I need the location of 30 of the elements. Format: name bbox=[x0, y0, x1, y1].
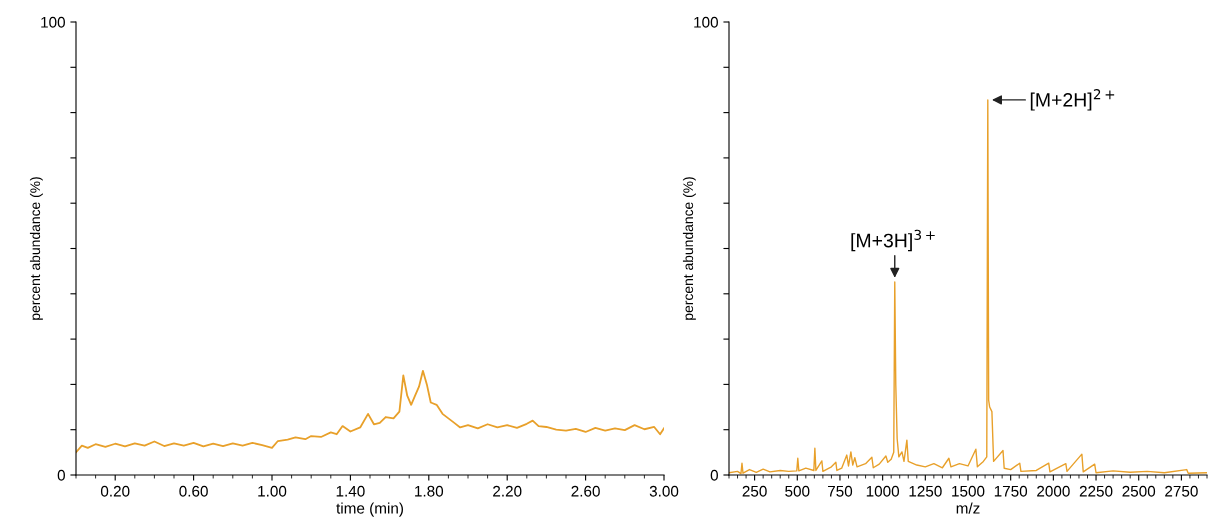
line-series bbox=[76, 369, 664, 454]
x-tick-label: 2.20 bbox=[493, 485, 522, 497]
x-tick-label: 1750 bbox=[994, 485, 1028, 497]
y-tick-label: 0 bbox=[710, 469, 718, 481]
x-tick-label: 500 bbox=[785, 485, 810, 497]
x-tick-label: 2250 bbox=[1079, 485, 1113, 497]
y-tick-label: 100 bbox=[694, 16, 718, 28]
x-tick-label: 0.60 bbox=[179, 485, 208, 497]
x-axis-title: time (min) bbox=[336, 502, 403, 517]
x-tick-label: 2000 bbox=[1037, 485, 1070, 497]
y-axis-title: percent abundance (%) bbox=[29, 177, 43, 320]
x-tick-label: 2.60 bbox=[571, 485, 600, 497]
x-tick-label: 1.40 bbox=[336, 485, 365, 497]
x-tick-label: 750 bbox=[828, 485, 853, 497]
y-axis-title: percent abundance (%) bbox=[682, 177, 696, 320]
x-tick-label: 1500 bbox=[952, 485, 985, 497]
x-tick-label: 0.20 bbox=[100, 485, 130, 497]
x-axis-title: m/z bbox=[956, 502, 980, 514]
x-tick-label: 1000 bbox=[866, 485, 900, 497]
x-tick-label: 1.80 bbox=[415, 485, 444, 497]
x-tick-label: 1250 bbox=[909, 485, 942, 497]
y-tick-label: 0 bbox=[57, 469, 65, 481]
annotation: [M+2H]$^{2+}$ bbox=[1030, 89, 1115, 111]
x-tick-label: 2750 bbox=[1165, 485, 1198, 497]
x-tick-label: 250 bbox=[742, 485, 767, 497]
x-tick-label: 1.00 bbox=[258, 485, 287, 497]
x-tick-label: 3.00 bbox=[649, 485, 679, 497]
y-tick-label: 100 bbox=[41, 16, 65, 28]
annotation: [M+3H]$^{3+}$ bbox=[851, 229, 935, 252]
x-tick-label: 2500 bbox=[1122, 485, 1156, 497]
